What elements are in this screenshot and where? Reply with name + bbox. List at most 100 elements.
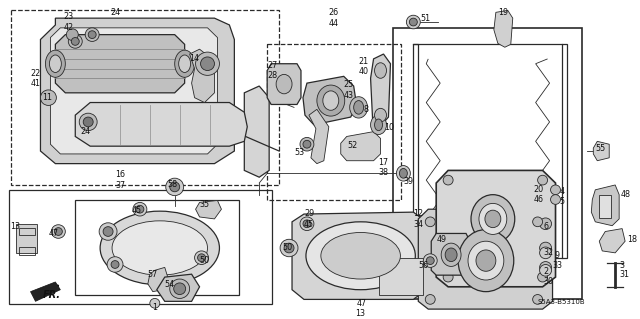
Polygon shape	[40, 18, 234, 164]
Ellipse shape	[200, 57, 214, 70]
Bar	[19, 228, 35, 235]
Text: 10: 10	[385, 123, 394, 132]
Ellipse shape	[410, 18, 417, 26]
Ellipse shape	[550, 185, 561, 195]
Ellipse shape	[300, 137, 314, 151]
Text: 32: 32	[543, 248, 554, 257]
Polygon shape	[591, 185, 619, 226]
Text: 1: 1	[152, 303, 157, 312]
Text: 17
38: 17 38	[378, 158, 388, 177]
Ellipse shape	[67, 29, 78, 41]
Ellipse shape	[173, 283, 186, 294]
Text: 22
41: 22 41	[31, 69, 41, 88]
Polygon shape	[189, 49, 214, 102]
Ellipse shape	[195, 251, 209, 264]
Text: 50: 50	[200, 256, 210, 265]
Text: 13: 13	[11, 222, 20, 231]
Text: FR.: FR.	[42, 290, 60, 300]
Ellipse shape	[284, 243, 294, 253]
Ellipse shape	[371, 115, 387, 135]
Ellipse shape	[85, 28, 99, 41]
Ellipse shape	[303, 220, 311, 228]
Polygon shape	[436, 170, 556, 287]
Polygon shape	[196, 200, 221, 219]
Ellipse shape	[99, 223, 117, 240]
Ellipse shape	[374, 63, 387, 78]
Text: 49: 49	[436, 235, 446, 244]
Ellipse shape	[443, 272, 453, 282]
Ellipse shape	[445, 248, 457, 262]
Ellipse shape	[458, 230, 514, 292]
Polygon shape	[76, 102, 247, 146]
Ellipse shape	[425, 294, 435, 304]
Ellipse shape	[170, 279, 189, 299]
Text: 5: 5	[559, 197, 564, 206]
Ellipse shape	[79, 113, 97, 131]
Ellipse shape	[280, 239, 298, 257]
Polygon shape	[431, 234, 470, 275]
Text: 55: 55	[595, 144, 605, 153]
Text: 47: 47	[356, 300, 367, 308]
Ellipse shape	[538, 175, 548, 185]
Ellipse shape	[471, 195, 515, 243]
Text: 23
42: 23 42	[63, 12, 74, 32]
Ellipse shape	[540, 264, 552, 276]
Ellipse shape	[323, 91, 339, 110]
Text: 56: 56	[419, 261, 428, 270]
Ellipse shape	[399, 168, 408, 178]
Ellipse shape	[321, 233, 401, 279]
Text: 35: 35	[200, 199, 210, 209]
Polygon shape	[303, 76, 356, 125]
Text: 52: 52	[348, 141, 358, 150]
Ellipse shape	[423, 254, 437, 267]
Ellipse shape	[166, 178, 184, 196]
Ellipse shape	[441, 243, 461, 266]
Text: 50: 50	[282, 243, 292, 252]
Ellipse shape	[198, 254, 205, 262]
Text: 21
40: 21 40	[358, 57, 369, 76]
Text: 27
28: 27 28	[267, 61, 277, 80]
Ellipse shape	[425, 217, 435, 227]
Ellipse shape	[532, 294, 543, 304]
Text: 20
46: 20 46	[534, 185, 544, 204]
Ellipse shape	[300, 217, 314, 231]
Ellipse shape	[54, 228, 62, 235]
Ellipse shape	[317, 85, 345, 116]
Ellipse shape	[306, 222, 415, 290]
Ellipse shape	[540, 218, 552, 230]
Polygon shape	[309, 109, 329, 164]
Polygon shape	[419, 209, 552, 309]
Ellipse shape	[83, 117, 93, 127]
Ellipse shape	[40, 90, 56, 106]
Ellipse shape	[88, 31, 96, 39]
Ellipse shape	[476, 250, 496, 271]
Ellipse shape	[538, 272, 548, 282]
Ellipse shape	[479, 204, 507, 234]
Ellipse shape	[103, 227, 113, 236]
Text: 12
34: 12 34	[413, 209, 424, 229]
Polygon shape	[599, 229, 625, 253]
Text: 39: 39	[403, 177, 413, 186]
Text: 57: 57	[148, 270, 158, 279]
Bar	[15, 224, 38, 253]
Ellipse shape	[374, 119, 383, 131]
Text: 29
45: 29 45	[304, 209, 314, 229]
Ellipse shape	[107, 257, 123, 272]
Text: 11: 11	[42, 93, 52, 102]
Ellipse shape	[136, 205, 144, 213]
Bar	[9, 190, 272, 304]
Text: 9
33: 9 33	[552, 251, 563, 270]
Ellipse shape	[170, 182, 180, 192]
Polygon shape	[267, 64, 301, 104]
Text: 24: 24	[110, 8, 120, 18]
Text: 48: 48	[620, 190, 630, 199]
Polygon shape	[292, 212, 426, 300]
Ellipse shape	[45, 50, 65, 77]
Text: 54: 54	[164, 280, 175, 289]
Ellipse shape	[550, 195, 561, 204]
Text: 30: 30	[543, 277, 554, 286]
Ellipse shape	[133, 203, 147, 216]
Ellipse shape	[540, 247, 552, 259]
Text: 31: 31	[619, 270, 629, 279]
Ellipse shape	[354, 100, 364, 114]
